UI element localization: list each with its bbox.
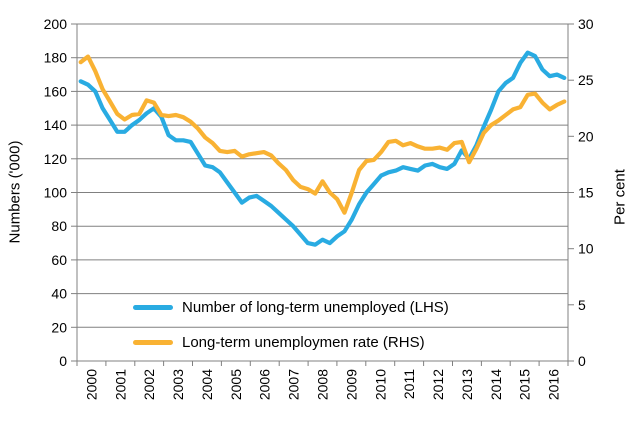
x-axis-tick-label: 2001: [112, 369, 128, 400]
x-axis-tick-label: 2002: [141, 369, 157, 400]
x-axis-tick-label: 2003: [170, 369, 186, 400]
y-axis-tick-label-right: 0: [578, 353, 586, 369]
left-axis-title: Numbers ('000): [6, 140, 24, 244]
y-axis-tick-label-right: 5: [578, 297, 586, 313]
legend-item: Number of long-term unemployed (LHS): [133, 290, 449, 325]
y-axis-tick-label-left: 80: [51, 218, 67, 234]
y-axis-tick-label-right: 15: [578, 185, 594, 201]
gridlines: [77, 23, 568, 328]
legend-item: Long-term unemploymen rate (RHS): [133, 325, 449, 360]
x-axis-tick-label: 2005: [228, 369, 244, 400]
x-axis-tick-label: 2010: [372, 369, 388, 400]
x-axis-tick-label: 2013: [459, 369, 475, 400]
y-axis-tick-label-right: 30: [578, 16, 594, 32]
y-axis-tick-label-left: 20: [51, 319, 67, 335]
y-axis-tick-label-right: 20: [578, 128, 594, 144]
y-axis-tick-label-left: 160: [44, 83, 68, 99]
y-axis-tick-label-left: 180: [44, 50, 68, 66]
x-axis-tick-label: 2012: [430, 369, 446, 400]
legend: Number of long-term unemployed (LHS) Lon…: [133, 290, 449, 360]
series-line-rhs: [78, 54, 567, 215]
y-axis-tick-label-left: 100: [44, 185, 68, 201]
y-axis-tick-label-left: 0: [59, 353, 67, 369]
legend-label: Number of long-term unemployed (LHS): [182, 299, 449, 316]
x-axis-tick-label: 2009: [343, 369, 359, 400]
x-axis-tick-label: 2007: [286, 369, 302, 400]
series-line-lhs: [78, 50, 567, 247]
y-axis-tick-label-left: 40: [51, 286, 67, 302]
axes: [71, 23, 574, 366]
right-axis-title: Per cent: [611, 169, 629, 225]
x-axis-tick-label: 2015: [517, 369, 533, 400]
y-axis-tick-label-left: 200: [44, 16, 68, 32]
x-axis-tick-label: 2004: [199, 369, 215, 400]
legend-label: Long-term unemploymen rate (RHS): [182, 334, 425, 351]
x-axis-tick-label: 2016: [546, 369, 562, 400]
legend-swatch-blue-line: [133, 305, 173, 310]
x-axis-tick-label: 2014: [488, 369, 504, 400]
legend-swatch-orange-line: [133, 340, 173, 345]
y-axis-tick-label-left: 140: [44, 117, 68, 133]
y-axis-tick-label-left: 60: [51, 252, 67, 268]
axis-tick-labels: 0204060801001201401601802000510152025302…: [44, 16, 594, 400]
x-axis-tick-label: 2011: [401, 369, 417, 399]
y-axis-tick-label-left: 120: [44, 151, 68, 167]
y-axis-tick-label-right: 25: [578, 72, 594, 88]
y-axis-tick-label-right: 10: [578, 241, 594, 257]
x-axis-tick-label: 2006: [257, 369, 273, 400]
x-axis-tick-label: 2008: [315, 369, 331, 400]
x-axis-tick-label: 2000: [83, 369, 99, 400]
